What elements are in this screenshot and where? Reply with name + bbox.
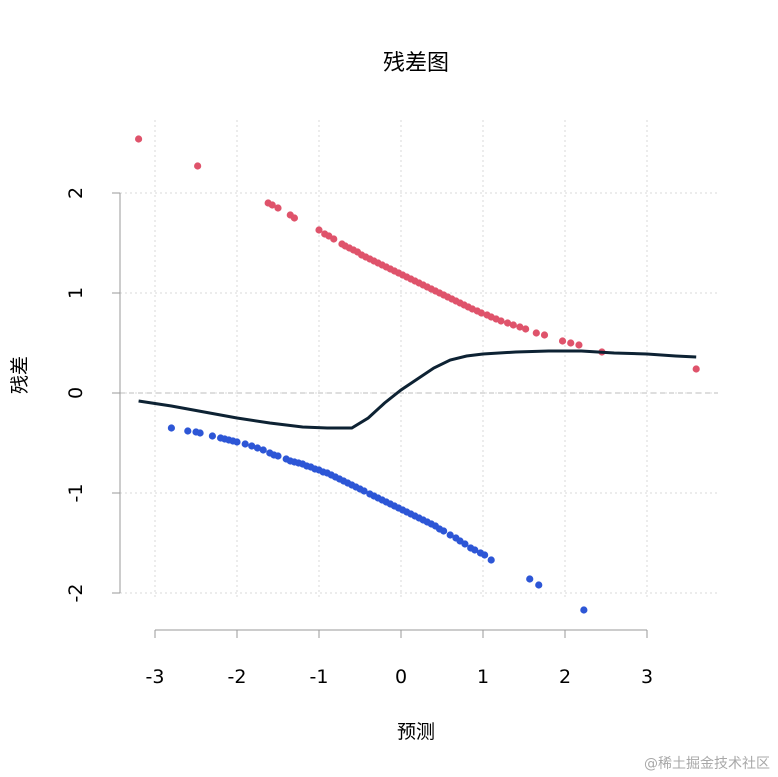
negative-residual-point [196, 429, 204, 437]
x-tick-label: 3 [641, 666, 653, 688]
x-axis-label: 预测 [397, 721, 435, 743]
negative-residual-point [253, 444, 262, 452]
positive-residual-point [274, 204, 282, 212]
positive-residual-point [522, 325, 530, 333]
negative-residual-point [471, 546, 479, 554]
negative-residual-point [580, 606, 588, 614]
y-axis-label: 残差 [9, 356, 31, 394]
watermark: @稀土掘金技术社区 [644, 756, 770, 772]
negative-residual-point [360, 487, 368, 495]
negative-residual-point [446, 531, 454, 539]
y-tick-label: -1 [65, 484, 87, 503]
negative-residual-point [208, 432, 216, 440]
grid [120, 120, 718, 600]
positive-residual-point [575, 341, 583, 349]
positive-residual-point [477, 309, 485, 317]
x-tick-label: -2 [228, 666, 247, 688]
negative-residual-point [461, 540, 469, 548]
chart-title: 残差图 [383, 51, 449, 76]
negative-residual-point [487, 556, 495, 564]
positive-residual-point [567, 339, 575, 347]
negative-residual-point [184, 427, 192, 435]
positive-residual-point [504, 319, 512, 327]
positive-residual-point [315, 226, 323, 234]
x-tick-label: -3 [146, 666, 165, 688]
positive-residual-point [532, 329, 540, 337]
negative-residual-point [526, 575, 534, 583]
positive-residual-point [330, 235, 338, 243]
y-tick-label: 2 [65, 187, 87, 199]
negative-residual-point [481, 551, 489, 559]
negative-residual-point [440, 527, 448, 535]
x-tick-label: 0 [395, 666, 407, 688]
positive-residual-point [194, 162, 202, 170]
smooth-line [138, 349, 697, 430]
positive-residual-point [692, 365, 700, 373]
positive-residual-point [135, 135, 143, 143]
y-tick-label: 0 [65, 387, 87, 399]
y-tick-label: 1 [65, 287, 87, 299]
data-points [135, 135, 700, 614]
negative-residual-point [167, 424, 175, 432]
negative-residual-point [535, 581, 543, 589]
y-tick-label: -2 [65, 584, 87, 603]
negative-residual-point [248, 442, 256, 450]
positive-residual-point [558, 337, 567, 345]
negative-residual-point [274, 452, 282, 460]
positive-residual-point [268, 201, 276, 209]
x-tick-label: 2 [559, 666, 571, 688]
positive-residual-point [497, 317, 505, 325]
positive-residual-point [540, 331, 549, 339]
x-tick-label: -1 [310, 666, 329, 688]
axes: -3 -2 -1 0 1 2 3 -2 -1 0 1 2 [65, 187, 653, 688]
negative-residual-point [233, 438, 241, 446]
x-tick-label: 1 [477, 666, 489, 688]
positive-residual-point [516, 323, 524, 331]
positive-residual-point [290, 214, 298, 222]
positive-residual-point [509, 321, 517, 329]
negative-residual-point [259, 446, 267, 454]
negative-residual-point [241, 440, 249, 448]
